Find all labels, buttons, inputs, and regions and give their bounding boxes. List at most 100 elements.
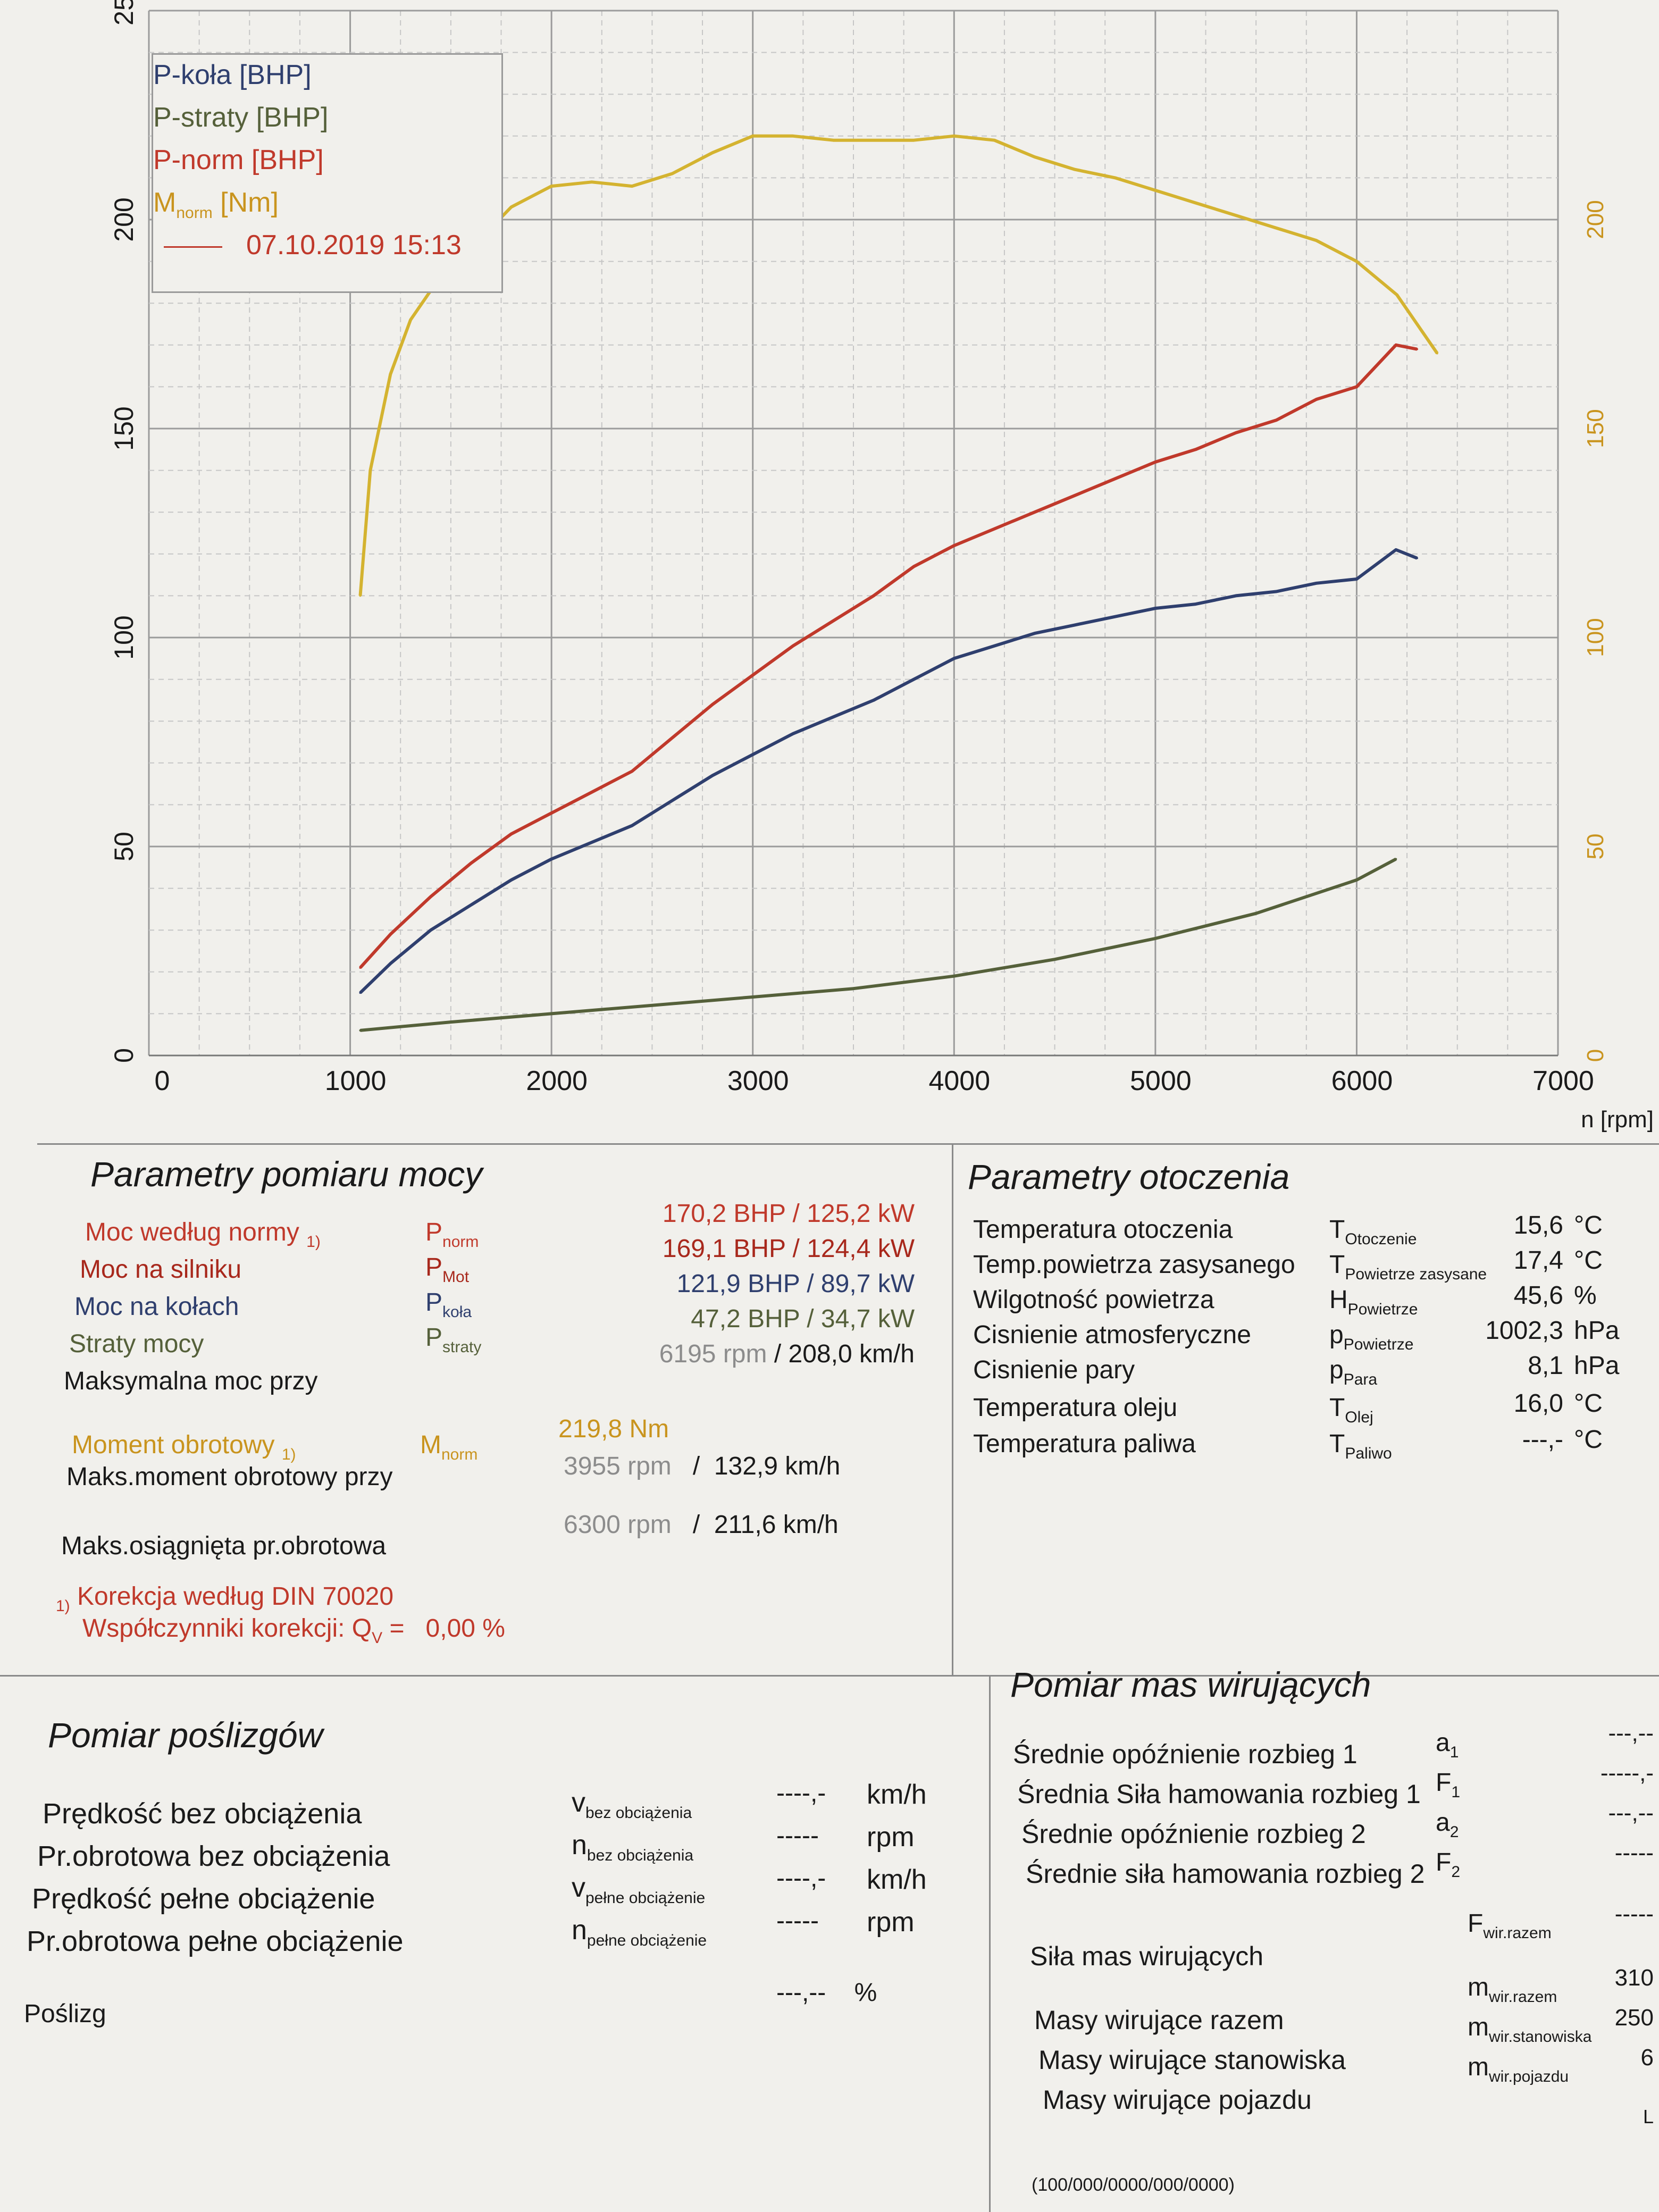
ambient-row-symbol: TOlej [1329, 1394, 1373, 1426]
power-row-symbol: Pnorm [425, 1218, 479, 1251]
data-point [359, 992, 362, 994]
ambient-row-label: Wilgotność powietrza [973, 1286, 1214, 1314]
rotating-row-label: Średnie siła hamowania rozbieg 2 [1026, 1859, 1425, 1889]
legend-date-line [164, 246, 222, 248]
slip-row-symbol: nbez obciążenia [572, 1830, 694, 1864]
slip-row-value: ----,- [776, 1864, 826, 1892]
data-point [1154, 460, 1157, 463]
power-row-symbol: Pstraty [425, 1323, 482, 1356]
ambient-row-value: ---,- [1522, 1426, 1563, 1454]
x-tick-label: 5000 [1130, 1066, 1192, 1096]
data-point [912, 565, 915, 568]
rotating-row-label: Siła mas wirujących [1030, 1941, 1264, 1971]
rotating-row-value: ----- [1614, 1901, 1654, 1927]
data-point [953, 657, 956, 660]
data-point [550, 185, 553, 188]
data-point [1395, 343, 1397, 346]
data-point [369, 469, 372, 472]
data-point [792, 135, 794, 137]
x-tick-label: 7000 [1532, 1066, 1594, 1096]
data-point [1114, 477, 1117, 480]
data-point [1355, 386, 1358, 388]
slip-row-value: ----- [776, 1907, 819, 1935]
ambient-row-symbol: TPowietrze zasysane [1329, 1251, 1487, 1283]
power-row-values: 170,2 BHP / 125,2 kW [662, 1200, 915, 1228]
x-tick-label: 1000 [325, 1066, 387, 1096]
power-row-values: 6195 rpm / 208,0 km/h [659, 1340, 915, 1368]
y-left-tick-label: 200 [109, 197, 139, 241]
data-point [389, 962, 392, 965]
divider-mid-bottom [989, 1675, 991, 2212]
ambient-row-unit: % [1574, 1281, 1597, 1310]
slip-row-unit: rpm [867, 1822, 915, 1853]
slip-row-symbol: npełne obciążenie [572, 1915, 707, 1949]
data-point [1255, 912, 1258, 915]
data-point [1033, 156, 1036, 158]
ambient-row-unit: °C [1574, 1389, 1603, 1418]
x-tick-label: 4000 [928, 1066, 990, 1096]
data-point [1315, 582, 1318, 584]
data-point [1074, 624, 1076, 626]
data-point [792, 732, 794, 735]
data-point [953, 135, 956, 137]
x-tick-label: 3000 [727, 1066, 789, 1096]
max-rpm-values: 6300 rpm / 211,6 km/h [564, 1511, 839, 1539]
y-left-tick-label: 150 [109, 406, 139, 450]
data-point [711, 703, 714, 706]
correction-coefficient: Współczynniki korekcji: QV = 0,00 % [82, 1614, 505, 1647]
slip-row-symbol: vpełne obciążenie [572, 1872, 706, 1907]
data-point [651, 1004, 653, 1007]
data-point [792, 644, 794, 647]
rotating-row-label: Średnie opóźnienie rozbieg 2 [1021, 1819, 1366, 1849]
power-row-label: Straty mocy [69, 1330, 204, 1358]
data-point [1053, 958, 1056, 961]
torque-symbol: Mnorm [420, 1431, 478, 1463]
data-point [1416, 348, 1418, 350]
data-point [1033, 511, 1036, 514]
data-point [1395, 548, 1397, 551]
data-point [1275, 590, 1277, 593]
series-line [359, 343, 1418, 969]
torque-value: 219,8 Nm [558, 1415, 669, 1443]
data-point [359, 1029, 362, 1032]
ambient-row-value: 16,0 [1513, 1389, 1563, 1418]
data-point [510, 833, 513, 835]
rotating-title: Pomiar mas wirujących [1010, 1665, 1371, 1704]
data-point [993, 644, 995, 647]
slip-label: Poślizg [24, 2000, 106, 2028]
data-point [550, 812, 553, 815]
data-point [1074, 168, 1076, 171]
rotating-row-symbol: a1 [1436, 1729, 1459, 1761]
legend-p-loss: P-straty [BHP] [153, 102, 329, 133]
data-point [470, 862, 472, 865]
ambient-row-label: Cisnienie atmosferyczne [973, 1321, 1251, 1349]
data-point [852, 987, 854, 990]
correction-text: 1) Korekcja według DIN 70020 [56, 1582, 394, 1615]
chart-legend: P-koła [BHP] P-straty [BHP] P-norm [BHP]… [152, 53, 503, 293]
data-point [590, 791, 593, 793]
ambient-row-label: Temperatura oleju [973, 1394, 1178, 1422]
ambient-row-unit: hPa [1574, 1317, 1620, 1345]
data-point [1235, 214, 1237, 217]
data-point [1275, 419, 1277, 422]
rotating-row-value: 310 [1614, 1965, 1654, 1991]
data-point [1154, 607, 1157, 609]
power-row-label: Maksymalna moc przy [64, 1367, 318, 1395]
data-point [430, 929, 432, 932]
ambient-row-label: Temp.powietrza zasysanego [973, 1251, 1295, 1279]
ambient-row-unit: hPa [1574, 1352, 1620, 1380]
data-point [832, 716, 835, 718]
power-row-values: 169,1 BHP / 124,4 kW [662, 1235, 915, 1263]
data-point [1114, 177, 1117, 179]
data-point [671, 172, 674, 175]
slip-row-value: ----,- [776, 1779, 826, 1807]
corner-mark: L [1643, 2106, 1654, 2127]
data-point [751, 135, 754, 137]
data-point [1033, 632, 1036, 635]
data-point [1395, 858, 1397, 860]
data-point [389, 933, 392, 936]
data-point [912, 678, 915, 681]
slip-row-unit: km/h [867, 1779, 927, 1810]
slip-row-label: Prędkość pełne obciążenie [32, 1883, 375, 1915]
